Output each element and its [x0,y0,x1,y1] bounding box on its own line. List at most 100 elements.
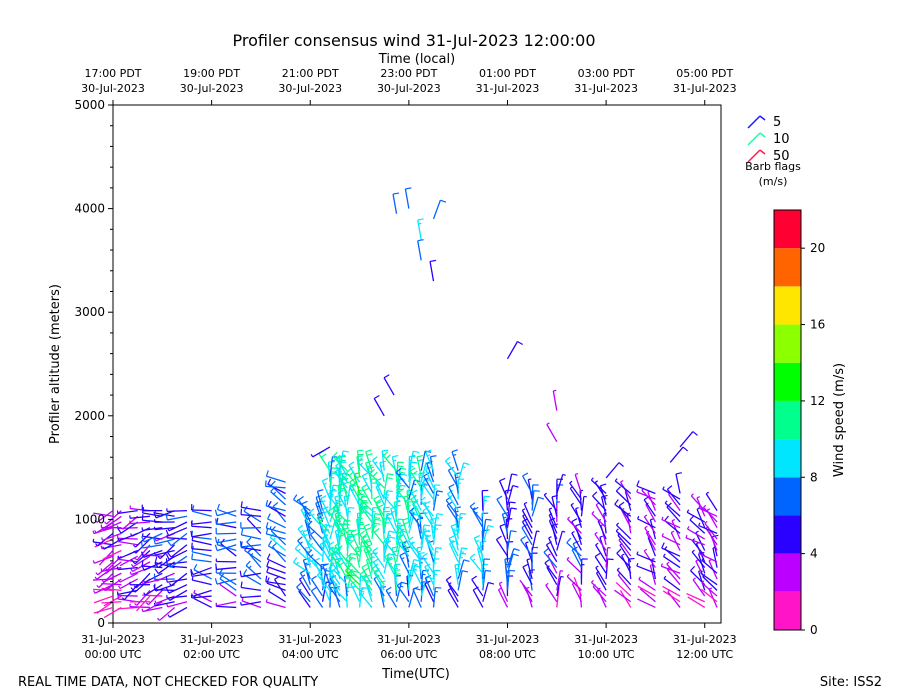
wind-barb-flag [350,552,357,556]
wind-barb-flag [435,547,442,549]
wind-barb [318,453,331,472]
x-tick-label-time: 02:00 UTC [183,648,240,661]
wind-barb-flag [292,557,298,563]
wind-barb [551,496,558,517]
wind-barb-flag [374,522,381,525]
wind-barb-flag [215,563,217,570]
wind-barb [638,578,656,591]
wind-barb [392,193,398,214]
wind-barb [595,572,607,591]
wind-barb [117,558,138,563]
wind-barb [670,532,681,551]
wind-barb [117,509,138,515]
wind-barb-flag [436,494,440,496]
wind-barb [386,560,398,580]
wind-barb-flag [422,501,427,505]
wind-barb-flag [320,453,327,458]
wind-barb [293,499,311,512]
wind-barb-flag [543,492,547,496]
wind-barb [216,566,237,571]
wind-barb [329,456,334,477]
wind-barb [381,450,385,471]
wind-barb [363,577,373,597]
wind-barb [216,544,237,552]
wind-barb-flag [332,503,338,509]
wind-barb-flag [374,513,381,516]
wind-barb [567,518,582,534]
wind-barb-flag [153,552,156,556]
wind-barb [191,548,212,552]
wind-barb-flag [487,524,495,528]
wind-barb-flag [703,504,707,508]
wind-barb [619,590,632,608]
wind-barb-flag [329,558,333,561]
wind-barb [316,491,324,511]
wind-barb [639,588,656,603]
wind-barb [337,492,348,511]
wind-barb-flag [360,535,367,540]
wind-barb-flag [363,567,370,572]
wind-barb [420,570,424,591]
wind-barb [134,549,151,565]
wind-barb [357,461,373,477]
wind-barb-flag [270,480,276,486]
wind-barb-flag [615,486,621,492]
wind-barb [96,601,114,614]
wind-barb [359,534,373,551]
wind-barb-flag [460,551,464,553]
wind-barb-flag [92,560,95,564]
wind-barb [241,600,262,609]
wind-barb [506,507,512,528]
wind-barb-flag [142,579,146,583]
wind-barb [636,553,656,563]
wind-barb-flag [382,491,389,497]
wind-barb-flag [510,507,517,510]
wind-barb-flag [401,528,405,532]
wind-barb-flag [265,599,268,603]
wind-barb [526,559,533,580]
wind-barb-flag [417,458,424,462]
wind-barb-flag [398,473,402,476]
wind-barb [393,564,398,585]
wind-barb [344,564,361,580]
wind-barb-flag [337,489,344,494]
wind-barb [144,572,163,584]
wind-barb-flag [595,542,599,546]
wind-barb [661,565,681,574]
wind-barb [482,519,487,540]
wind-barb [579,490,583,511]
wind-barb-flag [387,591,392,595]
wind-barb-flag [363,477,368,480]
top-tick-label-date: 31-Jul-2023 [574,82,638,95]
wind-barb [416,456,422,477]
wind-barb-flag [240,581,243,588]
wind-barb [293,561,311,574]
wind-barb [595,504,607,523]
wind-barb [272,505,287,523]
wind-barb-flag [591,511,595,515]
wind-barb-flag [396,581,403,586]
wind-barb [580,496,585,517]
wind-barb [543,551,558,568]
wind-barb-flag [372,456,378,461]
wind-barb [504,490,509,511]
wind-barb [432,587,436,608]
wind-barb-flag [526,586,530,589]
wind-barb-flag [335,454,341,460]
wind-barb [240,513,261,517]
wind-barb-flag [191,542,193,549]
wind-barb-flag [436,490,443,493]
wind-barb [421,482,435,500]
wind-barb-flag [134,557,138,561]
wind-barb-flag [361,587,368,589]
wind-barb-flag [317,511,324,515]
wind-barb-flag [616,548,622,554]
wind-barb [450,525,459,546]
wind-barb [522,583,533,603]
wind-barb [701,582,718,597]
wind-barb-flag [358,587,365,593]
wind-barb [154,601,175,607]
wind-barb [497,589,509,608]
wind-barb-flag [387,473,394,476]
wind-barb [451,451,459,471]
